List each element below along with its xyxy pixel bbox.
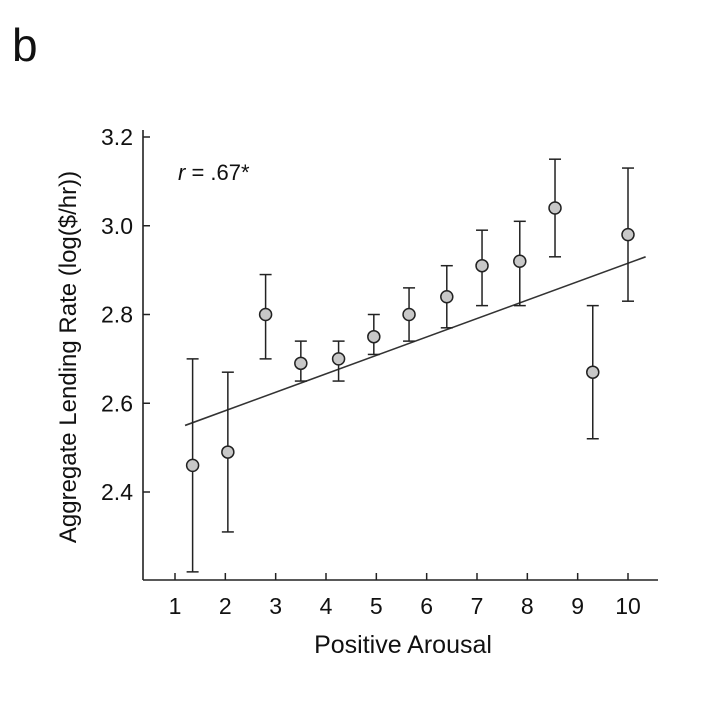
data-point xyxy=(621,227,635,242)
data-point xyxy=(402,307,416,322)
x-tick-label: 8 xyxy=(521,593,534,619)
x-tick-label: 6 xyxy=(420,593,433,619)
y-tick-label: 3.0 xyxy=(101,213,133,239)
data-points xyxy=(185,201,635,473)
x-tick-label: 2 xyxy=(219,593,232,619)
y-tick-label: 3.2 xyxy=(101,124,133,150)
data-point xyxy=(513,254,527,268)
data-point xyxy=(258,307,273,322)
x-tick-label: 10 xyxy=(615,593,641,619)
data-point xyxy=(221,445,235,459)
y-tick-label: 2.6 xyxy=(101,390,133,416)
x-tick-label: 7 xyxy=(471,593,484,619)
x-axis-label: Positive Arousal xyxy=(314,631,492,659)
data-point xyxy=(475,258,489,273)
correlation-value: = .67* xyxy=(185,160,250,185)
axes: 2.4 2.6 2.8 3.0 3.2 1 2 3 4 5 6 7 8 9 10 xyxy=(101,124,658,619)
data-point xyxy=(367,329,381,344)
y-tick-label: 2.8 xyxy=(101,302,133,328)
panel-label: b xyxy=(12,19,38,71)
regression-line xyxy=(184,256,646,427)
data-point xyxy=(185,458,200,473)
data-point xyxy=(586,365,600,379)
regression-line-group xyxy=(184,256,646,427)
x-tick-label: 3 xyxy=(269,593,282,619)
data-point xyxy=(331,352,346,366)
x-tick-label: 9 xyxy=(571,593,584,619)
data-point xyxy=(440,290,454,304)
y-axis-label: Aggregate Lending Rate (log($/hr)) xyxy=(55,171,82,543)
data-point xyxy=(294,356,308,371)
correlation-annotation: r = .67* xyxy=(178,160,250,185)
error-bars xyxy=(186,158,634,573)
x-tick-label: 4 xyxy=(320,593,333,619)
x-tick-label: 1 xyxy=(169,593,182,619)
data-point xyxy=(548,201,562,215)
correlation-symbol: r xyxy=(178,160,187,185)
x-tick-label: 5 xyxy=(370,593,383,619)
y-tick-label: 2.4 xyxy=(101,479,133,505)
